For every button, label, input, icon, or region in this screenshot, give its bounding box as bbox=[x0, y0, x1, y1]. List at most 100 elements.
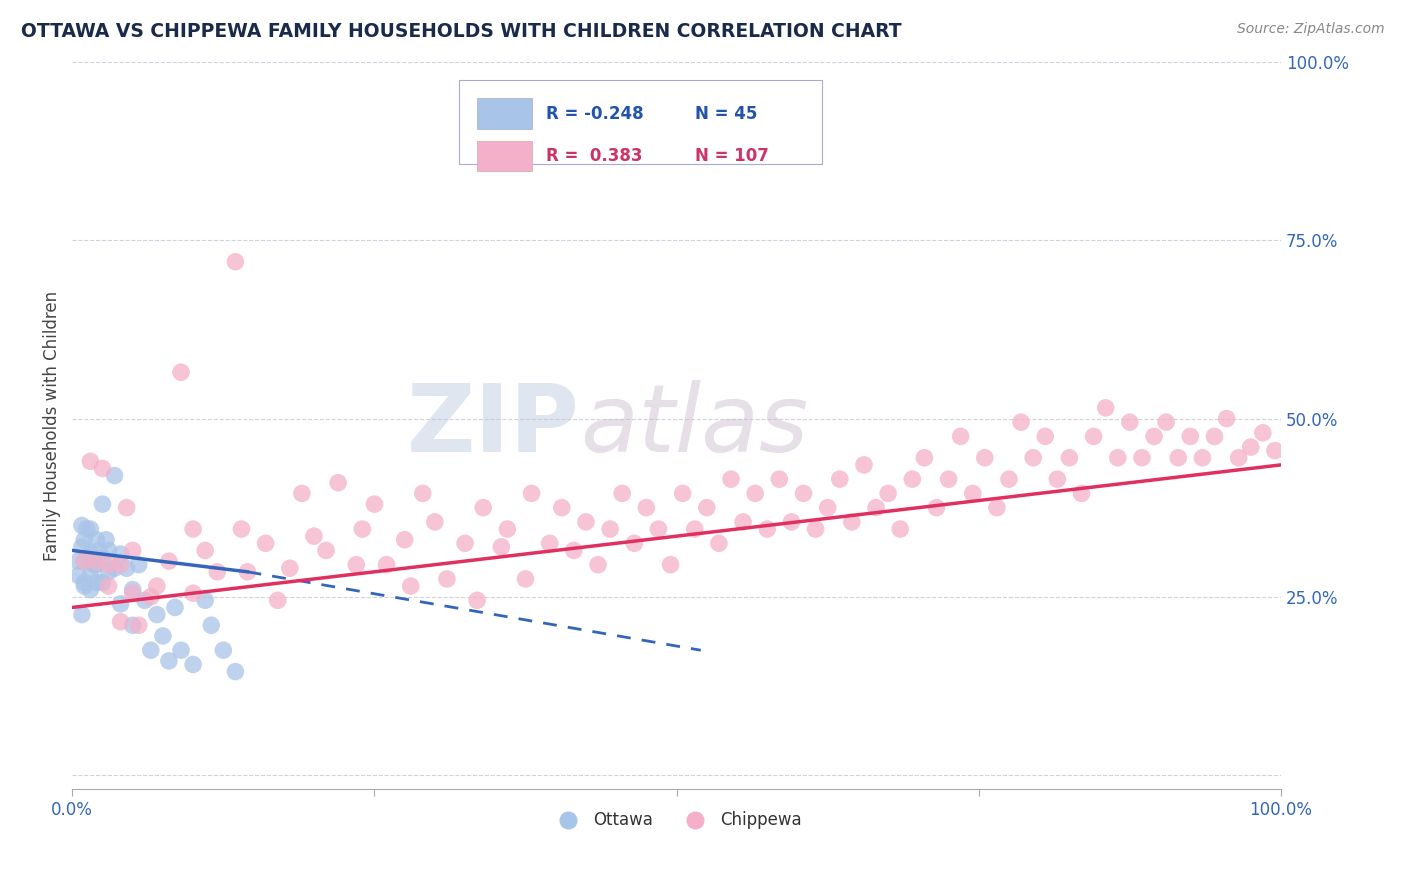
Point bbox=[73, 554, 96, 568]
Point bbox=[70, 607, 93, 622]
Point bbox=[733, 515, 755, 529]
Point bbox=[465, 593, 488, 607]
Point bbox=[792, 486, 814, 500]
Point bbox=[912, 450, 935, 465]
Point bbox=[97, 579, 120, 593]
Point bbox=[780, 515, 803, 529]
FancyBboxPatch shape bbox=[458, 80, 821, 164]
Point bbox=[599, 522, 621, 536]
Point bbox=[207, 565, 229, 579]
Text: R = -0.248: R = -0.248 bbox=[546, 104, 644, 123]
Point bbox=[200, 618, 222, 632]
Text: OTTAWA VS CHIPPEWA FAMILY HOUSEHOLDS WITH CHILDREN CORRELATION CHART: OTTAWA VS CHIPPEWA FAMILY HOUSEHOLDS WIT… bbox=[21, 22, 901, 41]
Point bbox=[224, 665, 246, 679]
Point bbox=[73, 575, 96, 590]
Point bbox=[181, 522, 204, 536]
Point bbox=[1022, 450, 1045, 465]
Point bbox=[79, 454, 101, 468]
Point bbox=[1251, 425, 1274, 440]
Point bbox=[328, 475, 350, 490]
Point bbox=[254, 536, 277, 550]
Point bbox=[194, 593, 217, 607]
Point bbox=[79, 582, 101, 597]
Point bbox=[1180, 429, 1202, 443]
Point bbox=[1167, 450, 1189, 465]
Point bbox=[115, 500, 138, 515]
Point bbox=[115, 561, 138, 575]
Point bbox=[472, 500, 495, 515]
Point bbox=[496, 522, 519, 536]
Point bbox=[436, 572, 458, 586]
Text: N = 45: N = 45 bbox=[695, 104, 756, 123]
Point bbox=[121, 543, 143, 558]
Point bbox=[97, 565, 120, 579]
Point bbox=[659, 558, 682, 572]
Point bbox=[672, 486, 695, 500]
Point bbox=[986, 500, 1008, 515]
Point bbox=[146, 607, 169, 622]
Point bbox=[79, 568, 101, 582]
Point bbox=[1227, 450, 1250, 465]
Point bbox=[97, 558, 120, 572]
Point bbox=[551, 500, 574, 515]
Point bbox=[103, 468, 125, 483]
Point bbox=[344, 558, 367, 572]
Point bbox=[1240, 440, 1263, 454]
Point bbox=[1130, 450, 1153, 465]
Point bbox=[231, 522, 253, 536]
Point bbox=[73, 533, 96, 547]
Point bbox=[817, 500, 839, 515]
Point bbox=[139, 643, 162, 657]
Legend: Ottawa, Chippewa: Ottawa, Chippewa bbox=[546, 804, 808, 836]
Point bbox=[70, 518, 93, 533]
Point bbox=[1264, 443, 1286, 458]
Point bbox=[128, 618, 150, 632]
Point bbox=[86, 554, 108, 568]
Point bbox=[194, 543, 217, 558]
Point bbox=[375, 558, 398, 572]
Point bbox=[352, 522, 374, 536]
Point bbox=[515, 572, 537, 586]
Point bbox=[181, 586, 204, 600]
Point bbox=[394, 533, 416, 547]
Point bbox=[423, 515, 446, 529]
Point bbox=[146, 579, 169, 593]
Text: atlas: atlas bbox=[579, 380, 808, 471]
Point bbox=[1010, 415, 1032, 429]
Point bbox=[1107, 450, 1129, 465]
Point bbox=[925, 500, 948, 515]
Point bbox=[938, 472, 960, 486]
Point bbox=[170, 643, 193, 657]
Point bbox=[901, 472, 924, 486]
Point bbox=[73, 579, 96, 593]
Point bbox=[412, 486, 434, 500]
Point bbox=[128, 558, 150, 572]
Point bbox=[363, 497, 385, 511]
Point bbox=[949, 429, 972, 443]
Point bbox=[86, 533, 108, 547]
Point bbox=[865, 500, 887, 515]
Point bbox=[94, 533, 117, 547]
Point bbox=[163, 600, 186, 615]
Point bbox=[157, 554, 180, 568]
Point bbox=[87, 543, 110, 558]
Point bbox=[520, 486, 543, 500]
Point bbox=[291, 486, 314, 500]
Point bbox=[1046, 472, 1069, 486]
Point bbox=[538, 536, 561, 550]
Point bbox=[720, 472, 742, 486]
Point bbox=[399, 579, 422, 593]
Point bbox=[1204, 429, 1226, 443]
Point bbox=[110, 597, 132, 611]
Text: ZIP: ZIP bbox=[406, 380, 579, 472]
Point bbox=[236, 565, 259, 579]
Point bbox=[804, 522, 827, 536]
Point bbox=[86, 558, 108, 572]
Point bbox=[67, 554, 90, 568]
Point bbox=[828, 472, 851, 486]
Point bbox=[157, 654, 180, 668]
Point bbox=[76, 522, 98, 536]
Point bbox=[91, 497, 114, 511]
Point bbox=[744, 486, 766, 500]
Point bbox=[636, 500, 658, 515]
